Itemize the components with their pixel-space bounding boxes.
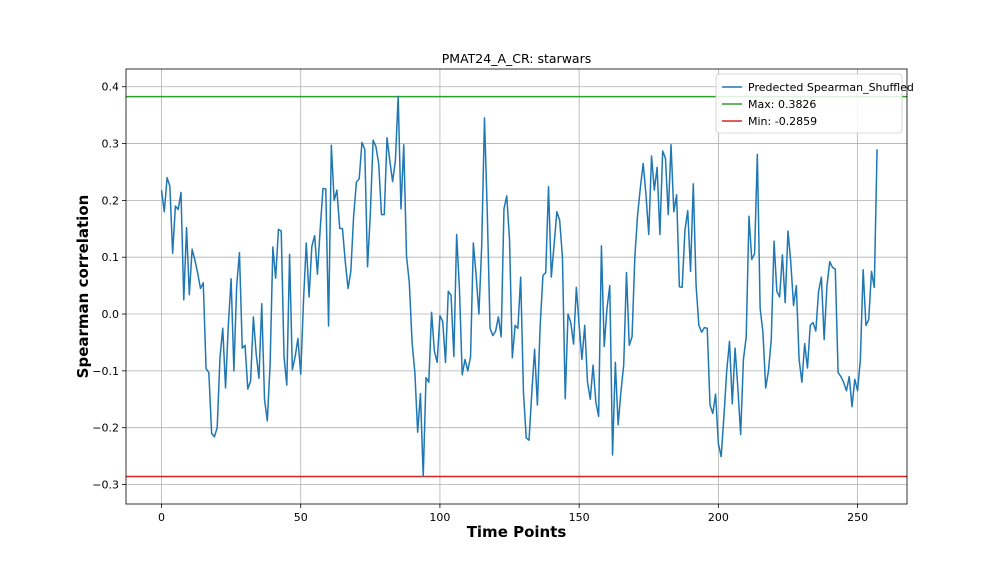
plot-area-frame (125, 68, 908, 505)
x-tick-label: 50 (294, 511, 308, 524)
legend-entry-label: Min: -0.2859 (748, 115, 817, 128)
y-tick-label: 0.3 (102, 138, 120, 151)
series-line-predicted-spearman (160, 95, 878, 478)
y-tick-label: −0.2 (92, 422, 119, 435)
legend: Predected Spearman_Shuffled Max: 0.3826 Mi… (715, 73, 914, 134)
axis-ticks: 0 50 100 150 200 250 −0.3 −0.2 −0.1 0.0 0.1 0.2 0.3 0… (92, 81, 868, 524)
x-tick-label: 200 (708, 511, 729, 524)
chart-title: PMAT24_A_CR: starwars (442, 51, 591, 66)
y-tick-label: 0.2 (102, 194, 120, 207)
x-tick-label: 0 (158, 511, 165, 524)
y-tick-label: −0.1 (92, 365, 119, 378)
y-tick-label: 0.0 (102, 308, 120, 321)
legend-entry-label: Max: 0.3826 (748, 98, 816, 111)
y-tick-label: 0.1 (102, 251, 120, 264)
y-tick-label: −0.3 (92, 479, 119, 492)
x-tick-label: 100 (429, 511, 450, 524)
x-tick-label: 250 (847, 511, 868, 524)
x-axis-label: Time Points (467, 523, 567, 541)
y-axis-label: Spearman correlation (74, 195, 92, 379)
legend-entry-label: Predected Spearman_Shuffled (748, 81, 914, 94)
y-tick-label: 0.4 (102, 81, 120, 94)
legend-box (715, 73, 903, 134)
grid (126, 69, 907, 504)
x-tick-label: 150 (569, 511, 590, 524)
series-layer (160, 95, 878, 478)
